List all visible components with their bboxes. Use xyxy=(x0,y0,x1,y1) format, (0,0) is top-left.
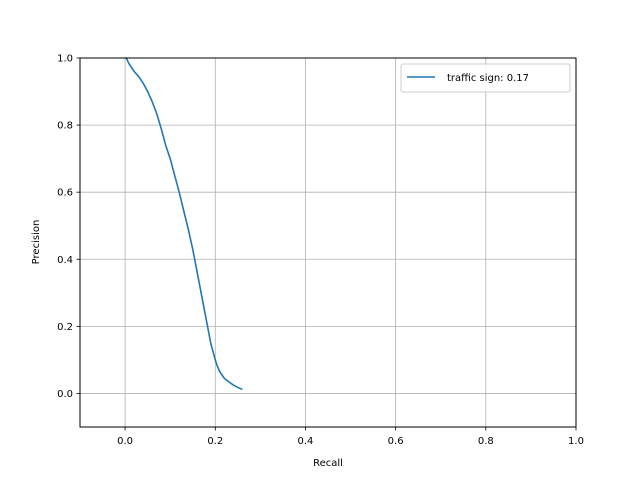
series-line-0 xyxy=(125,57,243,391)
x-tick-label: 1.0 xyxy=(568,436,584,447)
y-tick-label: 0.0 xyxy=(57,389,73,400)
plot-frame xyxy=(79,57,577,428)
x-tick-label: 0.6 xyxy=(388,436,404,447)
legend-label: traffic sign: 0.17 xyxy=(447,73,529,84)
legend: traffic sign: 0.17 xyxy=(400,63,571,93)
x-tick-label: 0.2 xyxy=(207,436,223,447)
y-axis-ticks: 0.0 0.2 0.4 0.6 0.8 1.0 xyxy=(57,54,80,400)
y-tick-label: 0.6 xyxy=(57,188,73,199)
y-axis-label: Precision xyxy=(31,220,42,265)
y-tick-label: 0.4 xyxy=(57,255,73,266)
x-axis-ticks: 0.0 0.2 0.4 0.6 0.8 1.0 xyxy=(117,427,584,447)
y-tick-label: 0.2 xyxy=(57,322,73,333)
series-layer xyxy=(125,57,243,391)
x-tick-label: 0.4 xyxy=(298,436,314,447)
y-tick-label: 0.8 xyxy=(57,121,73,132)
legend-box xyxy=(400,63,571,93)
x-tick-label: 0.0 xyxy=(117,436,133,447)
x-axis-label: Recall xyxy=(313,458,343,469)
y-tick-label: 1.0 xyxy=(57,54,73,65)
x-tick-label: 0.8 xyxy=(478,436,494,447)
grid-lines xyxy=(80,57,577,427)
